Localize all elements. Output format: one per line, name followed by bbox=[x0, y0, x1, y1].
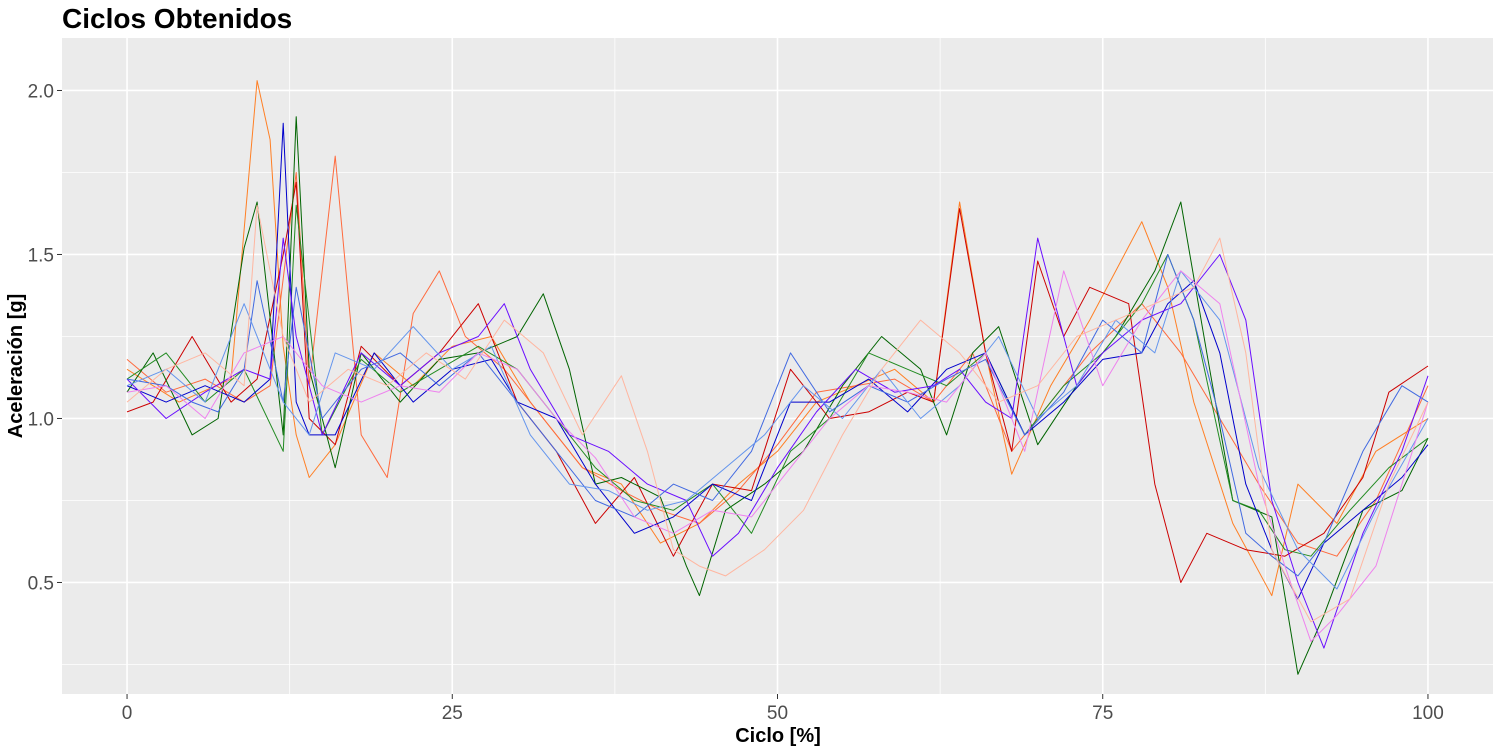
x-tick-label: 50 bbox=[767, 703, 788, 724]
series-line-6 bbox=[126, 122, 1429, 600]
x-tick-label: 25 bbox=[442, 703, 463, 724]
chart-title: Ciclos Obtenidos bbox=[62, 3, 292, 34]
x-tick-label: 0 bbox=[122, 703, 133, 724]
y-axis-label: Aceleración [g] bbox=[5, 294, 27, 438]
y-tick-label: 1.5 bbox=[28, 245, 54, 266]
y-tick-label: 2.0 bbox=[28, 81, 54, 102]
series-layer bbox=[126, 80, 1429, 675]
y-tick-label: 1.0 bbox=[28, 409, 54, 430]
series-line-10 bbox=[126, 270, 1429, 642]
x-tick-label: 100 bbox=[1412, 703, 1444, 724]
x-axis: 0 25 50 75 100 bbox=[122, 694, 1444, 724]
y-tick-label: 0.5 bbox=[28, 573, 54, 594]
series-line-3 bbox=[126, 181, 1429, 583]
x-tick-label: 75 bbox=[1092, 703, 1113, 724]
x-axis-label: Ciclo [%] bbox=[735, 725, 821, 747]
series-line-11 bbox=[126, 204, 1429, 623]
series-line-4 bbox=[126, 116, 1429, 675]
y-axis: 0.5 1.0 1.5 2.0 bbox=[28, 81, 62, 594]
